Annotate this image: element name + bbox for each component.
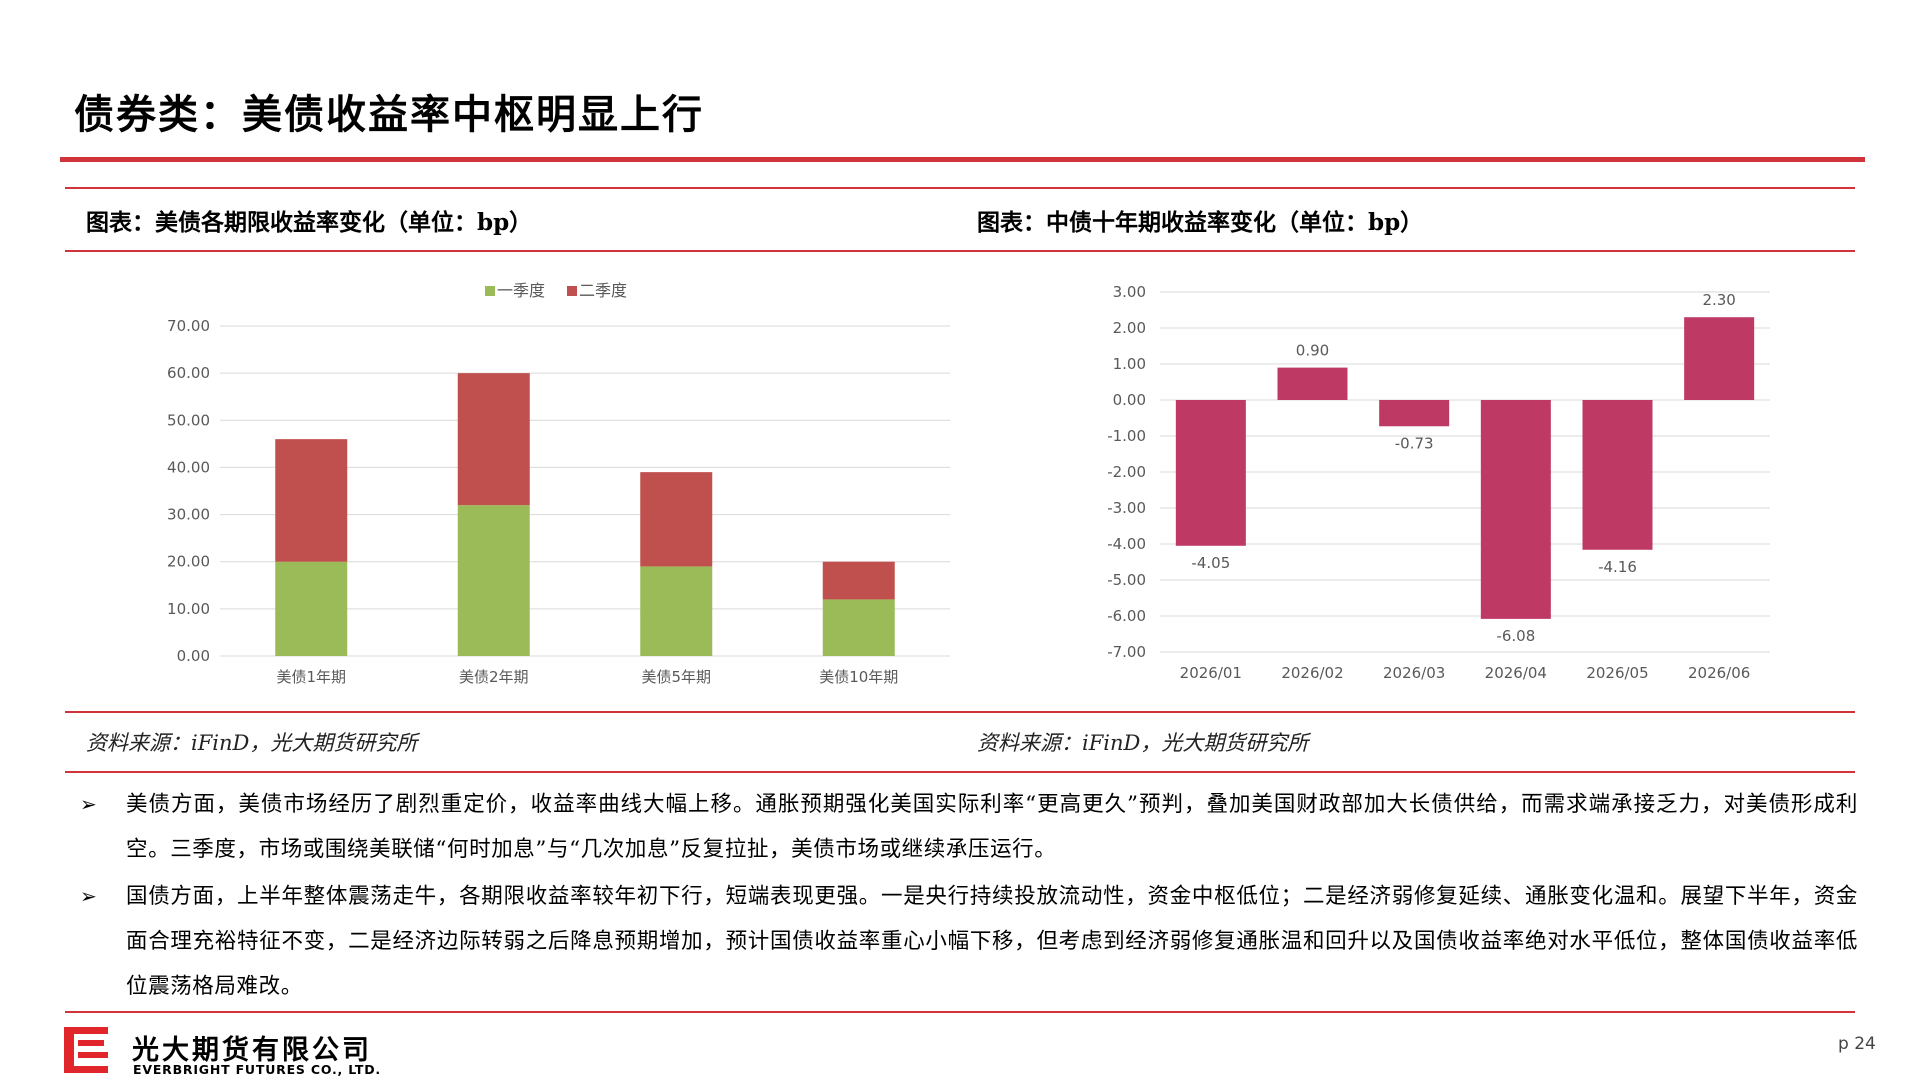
right-chart-bars xyxy=(1175,317,1755,619)
bar xyxy=(1684,317,1755,400)
page-title: 债券类：美债收益率中枢明显上行 xyxy=(74,91,704,138)
y-tick-label: 60.00 xyxy=(167,364,210,382)
commentary-list: ➢ 美债方面，美债市场经历了剧烈重定价，收益率曲线大幅上移。通胀预期强化美国实际… xyxy=(78,782,1858,1011)
y-tick-label: 70.00 xyxy=(167,317,210,335)
left-chart-source: 资料来源：iFinD，光大期货研究所 xyxy=(86,731,418,755)
y-tick-label: 10.00 xyxy=(167,600,210,618)
x-category-label: 2026/04 xyxy=(1485,664,1547,682)
company-name-en: EVERBRIGHT FUTURES CO., LTD. xyxy=(133,1062,381,1077)
legend-label: 二季度 xyxy=(579,281,627,300)
y-tick-label: -1.00 xyxy=(1107,427,1146,445)
us-treasury-yield-chart: 0.0010.0020.0030.0040.0050.0060.0070.00 … xyxy=(167,281,950,686)
legend-swatch xyxy=(567,286,577,296)
company-name-cn: 光大期货有限公司 xyxy=(132,1035,372,1066)
x-category-label: 2026/02 xyxy=(1281,664,1343,682)
x-category-label: 2026/06 xyxy=(1688,664,1750,682)
arrow-bullet-icon: ➢ xyxy=(80,884,98,908)
source-rule xyxy=(65,771,1855,773)
panel-title-rule xyxy=(65,250,1855,252)
y-tick-label: 20.00 xyxy=(167,553,210,571)
y-tick-label: -2.00 xyxy=(1107,463,1146,481)
x-category-label: 美债5年期 xyxy=(641,668,711,686)
y-tick-label: -7.00 xyxy=(1107,643,1146,661)
bullet-text: 国债方面，上半年整体震荡走牛，各期限收益率较年初下行，短端表现更强。一是央行持续… xyxy=(126,884,1858,999)
right-chart-grid xyxy=(1160,291,1770,653)
bar xyxy=(1582,400,1653,550)
bar-segment xyxy=(640,472,713,567)
bar-segment xyxy=(457,505,530,656)
bullet-text: 美债方面，美债市场经历了剧烈重定价，收益率曲线大幅上移。通胀预期强化美国实际利率… xyxy=(126,792,1858,862)
y-tick-label: 50.00 xyxy=(167,411,210,429)
bullet-us-treasury: ➢ 美债方面，美债市场经历了剧烈重定价，收益率曲线大幅上移。通胀预期强化美国实际… xyxy=(78,782,1858,872)
left-chart-categories: 美债1年期 美债2年期 美债5年期 美债10年期 xyxy=(276,668,898,686)
y-tick-label: 30.00 xyxy=(167,506,210,524)
everbright-logo-icon xyxy=(64,1027,108,1073)
y-tick-label: 1.00 xyxy=(1113,355,1146,373)
right-chart-y-ticks: 3.00 2.00 1.00 0.00 -1.00 -2.00 -3.00 -4.00 -5.0… xyxy=(1107,283,1146,661)
panel-bottom-rule xyxy=(65,711,1855,713)
left-chart-bars xyxy=(275,373,895,656)
data-label: -6.08 xyxy=(1496,627,1535,645)
right-chart-title: 图表：中债十年期收益率变化（单位：bp） xyxy=(977,209,1424,236)
y-tick-label: -4.00 xyxy=(1107,535,1146,553)
y-tick-label: 3.00 xyxy=(1113,283,1146,301)
left-chart-title: 图表：美债各期限收益率变化（单位：bp） xyxy=(86,209,533,236)
data-label: 2.30 xyxy=(1702,291,1735,309)
x-category-label: 2026/03 xyxy=(1383,664,1445,682)
x-category-label: 2026/05 xyxy=(1586,664,1648,682)
page-number: p 24 xyxy=(1838,1034,1876,1054)
bar-segment xyxy=(457,373,530,506)
x-category-label: 美债10年期 xyxy=(819,668,898,686)
right-chart-data-labels: -4.05 0.90 -0.73 -6.08 -4.16 2.30 xyxy=(1191,291,1735,645)
legend-swatch xyxy=(485,286,495,296)
data-label: 0.90 xyxy=(1296,342,1329,360)
bar xyxy=(1175,400,1246,546)
x-category-label: 美债1年期 xyxy=(276,668,346,686)
data-label: -0.73 xyxy=(1395,434,1434,452)
bar-segment xyxy=(822,599,895,656)
panel-top-rule xyxy=(65,187,1855,189)
right-chart-categories: 2026/01 2026/02 2026/03 2026/04 2026/05 2026/… xyxy=(1180,664,1751,682)
legend-label: 一季度 xyxy=(497,281,545,300)
bar-segment xyxy=(640,566,713,656)
left-chart-y-ticks: 0.00 10.00 20.00 30.00 40.00 50.00 60.00 70.00 xyxy=(167,317,210,665)
bar-segment xyxy=(275,561,348,656)
cgb-10y-yield-chart: -4.05 0.90 -0.73 -6.08 -4.16 2.30 3.00 2.00 1.0… xyxy=(1107,283,1770,682)
y-tick-label: -6.00 xyxy=(1107,607,1146,625)
data-label: -4.05 xyxy=(1191,554,1230,572)
footer-rule xyxy=(65,1011,1855,1013)
y-tick-label: -3.00 xyxy=(1107,499,1146,517)
y-tick-label: 2.00 xyxy=(1113,319,1146,337)
y-tick-label: 0.00 xyxy=(177,647,210,665)
header-divider xyxy=(60,157,1865,162)
y-tick-label: 40.00 xyxy=(167,458,210,476)
bar-segment xyxy=(822,561,895,600)
y-tick-label: 0.00 xyxy=(1113,391,1146,409)
right-chart-source: 资料来源：iFinD，光大期货研究所 xyxy=(977,731,1309,755)
left-chart-legend: 一季度 二季度 xyxy=(485,281,627,300)
data-label: -4.16 xyxy=(1598,558,1637,576)
bullet-cgb: ➢ 国债方面，上半年整体震荡走牛，各期限收益率较年初下行，短端表现更强。一是央行… xyxy=(78,874,1858,1009)
bar xyxy=(1379,400,1450,427)
x-category-label: 美债2年期 xyxy=(459,668,529,686)
x-category-label: 2026/01 xyxy=(1180,664,1242,682)
y-tick-label: -5.00 xyxy=(1107,571,1146,589)
bar-segment xyxy=(275,439,348,562)
arrow-bullet-icon: ➢ xyxy=(80,792,98,816)
bar xyxy=(1480,400,1551,619)
bar xyxy=(1277,367,1348,400)
